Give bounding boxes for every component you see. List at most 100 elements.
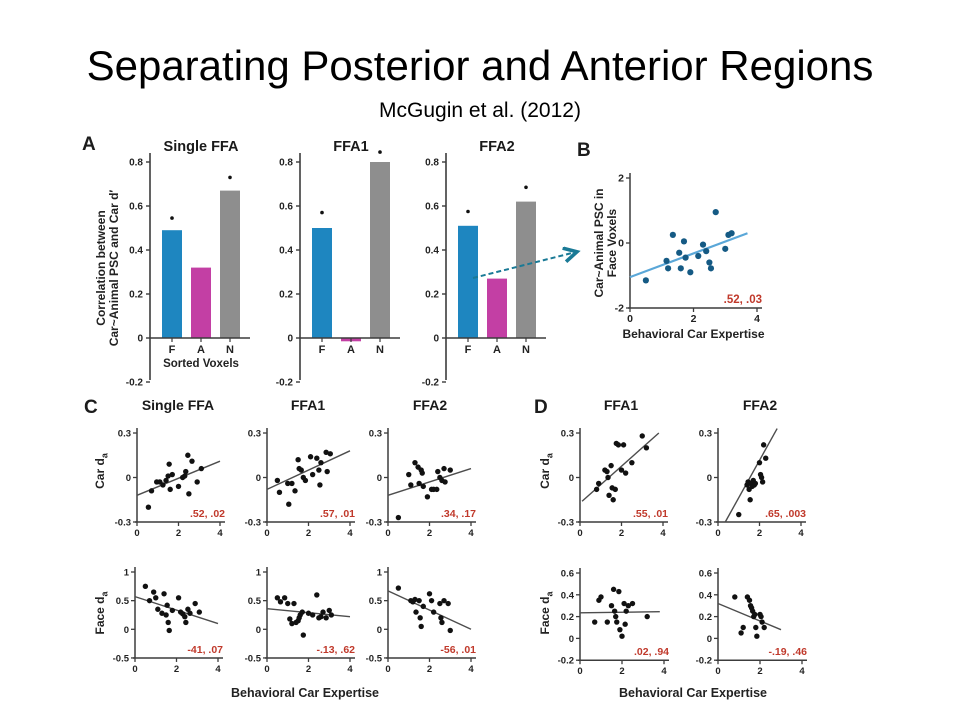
svg-text:0.4: 0.4 [561,590,575,601]
svg-text:-0.3: -0.3 [366,517,382,528]
d-row1-ylabel: Car da [538,453,555,489]
svg-text:.57, .01: .57, .01 [320,508,355,520]
svg-text:2: 2 [757,666,762,677]
c-row1-ylabel: Car da [93,453,110,489]
svg-text:0.6: 0.6 [425,202,439,213]
d-col-title-ffa2: FFA2 [742,397,778,413]
svg-text:.34, .17: .34, .17 [441,508,476,520]
panel-a-label: A [82,134,96,155]
svg-text:0.6: 0.6 [561,569,574,580]
c-col-title-ffa1: FFA1 [290,397,326,413]
svg-text:1: 1 [377,568,383,579]
svg-text:2: 2 [619,528,624,539]
svg-text:0: 0 [715,666,720,677]
d-xaxis-label: Behavioral Car Expertise [619,686,767,700]
svg-text:Sorted Voxels: Sorted Voxels [163,358,239,370]
svg-text:0: 0 [385,664,390,675]
svg-text:0: 0 [287,334,293,345]
svg-text:0.3: 0.3 [118,429,131,440]
c-row2-ylabel: Face da [93,591,110,635]
c-col-title-ffa2: FFA2 [412,397,448,413]
svg-text:4: 4 [217,528,223,539]
svg-text:0.6: 0.6 [279,202,293,213]
svg-text:0: 0 [569,634,574,645]
svg-text:0: 0 [433,334,439,345]
svg-text:0.8: 0.8 [425,158,439,169]
svg-text:0.2: 0.2 [279,290,293,301]
scatter-d-car-ffa1: 0.3 0 -0.3 0 2 4.55, .01 [550,420,675,547]
svg-text:0.6: 0.6 [129,202,143,213]
svg-text:0: 0 [377,625,382,636]
svg-text:0: 0 [264,664,269,675]
svg-text:4: 4 [661,666,667,677]
svg-text:4: 4 [347,664,353,675]
svg-text:FFA1: FFA1 [333,139,368,155]
d-row2-ylabel: Face da [538,591,555,635]
scatter-c-face-ffa1: 1 0.5 0 -0.5 0 2 4 -.13, .62 [237,559,362,686]
svg-text:0.5: 0.5 [248,596,262,607]
svg-text:0.3: 0.3 [369,429,382,440]
svg-text:0.4: 0.4 [425,246,439,257]
svg-text:-0.3: -0.3 [696,517,712,528]
scatter-c-car-ffa1: 0.3 0 -0.3 0 2 4.57, .01 [237,420,362,547]
c-col-title-single-ffa: Single FFA [141,397,215,413]
svg-text:2: 2 [691,313,697,325]
scatter-d-car-ffa2: 0.3 0 -0.3 0 2 4.65, .003 [688,420,813,547]
svg-text:.52, .02: .52, .02 [190,508,225,520]
svg-text:0.8: 0.8 [129,158,143,169]
svg-text:F: F [169,344,176,356]
panel-a-ylabel: Correlation between Car~Animal PSC and C… [94,189,121,347]
svg-text:-0.5: -0.5 [366,653,383,664]
svg-text:0: 0 [137,334,143,345]
svg-text:N: N [376,344,384,356]
svg-text:-2: -2 [615,303,624,315]
svg-text:0.4: 0.4 [699,590,713,601]
svg-text:.02, .94: .02, .94 [634,646,669,658]
slide-subtitle: McGugin et al. (2012) [379,99,581,122]
svg-text:FFA2: FFA2 [479,139,514,155]
svg-text:Behavioral Car Expertise: Behavioral Car Expertise [622,327,764,341]
svg-text:0.4: 0.4 [129,246,143,257]
svg-text:-41, .07: -41, .07 [187,644,223,656]
scatter-b-expertise: 2 0 -2 0 2 4.52, .03 Behavioral Car Expertise [600,140,790,360]
panel-b-ylabel: Car~Animal PSC in Face Voxels [592,188,619,298]
svg-text:A: A [347,344,355,356]
svg-text:0: 0 [256,473,261,484]
panel-c-label: C [84,397,98,418]
svg-text:0: 0 [577,666,582,677]
svg-text:2: 2 [757,528,762,539]
panel-b-label: B [577,140,591,161]
svg-text:N: N [226,344,234,356]
scatter-c-face-single-ffa: 1 0.5 0 -0.5 0 2 4 -41, .07 [105,559,230,686]
c-xaxis-label: Behavioral Car Expertise [231,686,379,700]
svg-text:0.2: 0.2 [129,290,143,301]
svg-text:4: 4 [468,528,474,539]
slide-title: Separating Posterior and Anterior Region… [86,42,874,89]
svg-text:1: 1 [256,568,262,579]
svg-text:-0.5: -0.5 [113,653,130,664]
svg-text:-56, .01: -56, .01 [440,644,476,656]
svg-text:2: 2 [306,528,311,539]
panel-d-label: D [534,397,548,418]
svg-text:4: 4 [215,664,221,675]
svg-text:4: 4 [798,528,804,539]
svg-text:0.2: 0.2 [425,290,439,301]
scatter-c-car-ffa2: 0.3 0 -0.3 0 2 4.34, .17 [358,420,483,547]
svg-text:-0.3: -0.3 [115,517,131,528]
svg-text:0: 0 [385,528,390,539]
svg-text:1: 1 [124,568,130,579]
svg-text:-0.2: -0.2 [276,378,294,389]
scatter-d-face-ffa1: 0.6 0.4 0.2 0 -0.2 0 2 4.02, .94 [550,560,675,687]
svg-text:2: 2 [306,664,311,675]
svg-text:-0.2: -0.2 [696,656,712,667]
svg-text:-0.2: -0.2 [126,378,144,389]
svg-text:0.3: 0.3 [699,429,712,440]
svg-text:0: 0 [569,473,574,484]
svg-text:-0.3: -0.3 [558,517,574,528]
svg-text:0: 0 [256,625,261,636]
svg-text:.65, .003: .65, .003 [765,508,806,520]
svg-text:-0.3: -0.3 [245,517,261,528]
svg-text:0: 0 [126,473,131,484]
svg-text:4: 4 [754,313,760,325]
